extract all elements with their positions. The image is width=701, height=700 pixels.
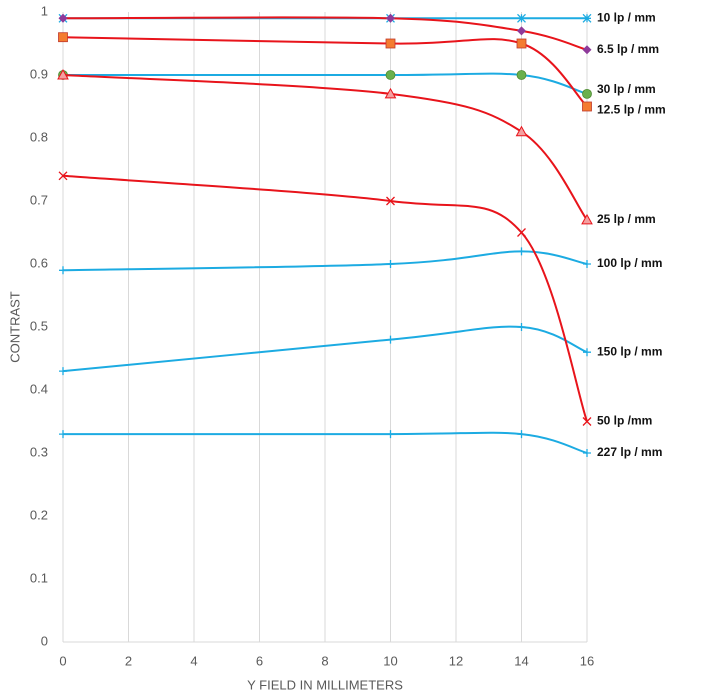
marker [582,101,592,112]
series-line [62,250,588,272]
y-tick-label: 0.2 [30,507,48,522]
series-label: 30 lp / mm [597,82,656,96]
series-label: 25 lp / mm [597,212,656,226]
x-tick-label: 8 [321,653,328,668]
marker [517,430,526,439]
series-line [62,16,588,51]
y-tick-label: 0 [41,633,48,648]
marker [516,70,527,80]
marker [583,348,591,357]
series-label: 150 lp / mm [597,344,662,358]
marker [386,13,395,23]
x-tick-label: 16 [580,653,594,668]
marker [59,367,67,376]
marker [58,32,68,43]
marker [58,13,68,23]
x-tick-label: 4 [190,653,197,668]
marker [582,417,592,426]
marker [59,266,67,275]
series-label: 10 lp / mm [597,10,656,24]
marker [386,430,395,439]
x-axis-label: Y FIELD IN MILLIMETERS [247,677,403,692]
y-tick-label: 1 [41,3,48,18]
y-tick-label: 0.8 [30,129,48,144]
marker [517,26,526,36]
marker [517,13,526,23]
series-line [62,72,588,95]
series-label: 50 lp /mm [597,414,652,428]
x-tick-label: 12 [449,653,463,668]
marker [385,70,396,80]
y-axis-label: CONTRAST [7,291,22,363]
series-label: 12.5 lp / mm [597,103,666,117]
y-tick-label: 0.1 [30,570,48,585]
marker [582,45,592,55]
marker [386,260,395,268]
marker [582,89,592,99]
marker [386,335,395,344]
x-tick-label: 10 [383,653,397,668]
series-line [62,36,588,108]
marker [386,196,395,206]
series-label: 100 lp / mm [597,256,662,270]
x-tick-label: 2 [125,653,132,668]
marker [58,171,68,181]
series-line [62,174,588,422]
x-tick-label: 14 [514,653,528,668]
marker [583,260,591,268]
y-tick-label: 0.5 [30,318,48,333]
y-tick-label: 0.9 [30,66,48,81]
x-tick-label: 0 [59,653,66,668]
series-label: 6.5 lp / mm [597,42,659,56]
marker [385,38,396,49]
y-tick-label: 0.7 [30,192,48,207]
marker [517,228,526,237]
marker [59,430,67,439]
marker [516,38,527,49]
marker [582,13,592,23]
y-tick-label: 0.3 [30,444,48,459]
series-line [62,431,588,454]
series-line [62,74,588,221]
marker [384,87,397,99]
marker [517,323,526,331]
marker [57,68,69,80]
marker [583,449,591,457]
y-tick-label: 0.4 [30,381,48,396]
x-tick-label: 6 [256,653,263,668]
series-label: 227 lp / mm [597,445,662,459]
y-tick-label: 0.6 [30,255,48,270]
marker [517,247,526,256]
series-line [62,325,588,373]
marker [515,125,528,137]
marker [581,213,593,225]
